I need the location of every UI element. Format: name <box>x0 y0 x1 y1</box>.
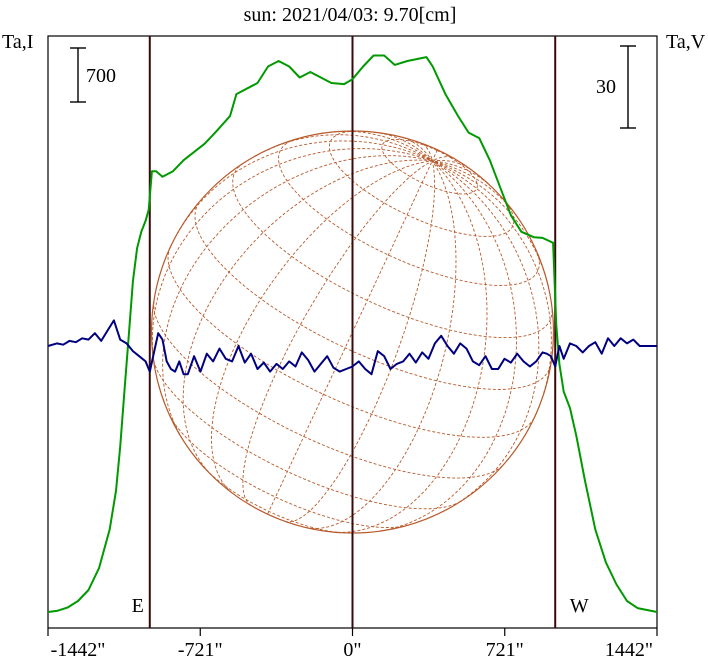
limb-label-west: W <box>570 595 589 617</box>
x-tick-label: -721" <box>178 639 223 661</box>
left-scale-bar <box>70 47 86 103</box>
left-scale-value: 700 <box>86 65 116 87</box>
longitude-line <box>267 160 433 515</box>
longitude-line <box>337 160 488 533</box>
longitude-line <box>162 155 433 439</box>
x-tick-label: 1442" <box>605 639 653 661</box>
latitude-line <box>194 202 551 390</box>
x-tick-label: 0" <box>343 639 361 661</box>
limb-label-east: E <box>132 595 144 617</box>
longitude-line <box>422 143 433 161</box>
longitude-line <box>432 160 469 169</box>
solar-disk-grid <box>150 130 555 534</box>
latitude-line <box>278 138 540 286</box>
right-axis-label: Ta,V <box>666 31 706 53</box>
stokes-i-line <box>47 54 658 613</box>
reference-lines <box>148 36 557 628</box>
longitude-line <box>380 160 517 532</box>
latitude-line <box>167 246 536 438</box>
longitude-line <box>182 159 433 473</box>
latitude-line <box>153 300 505 479</box>
x-axis-ticks: -1442" -721" 0" 721" 1442" <box>47 628 658 661</box>
longitude-line <box>432 160 549 285</box>
right-scale-value: 30 <box>596 76 616 98</box>
latitude-line <box>205 469 342 534</box>
longitude-line <box>151 148 433 370</box>
longitude-line <box>432 160 552 418</box>
latitude-line <box>153 360 459 510</box>
x-tick-label: 721" <box>486 639 524 661</box>
longitude-line <box>284 160 435 523</box>
longitude-line <box>432 160 492 188</box>
right-scale-bar <box>620 45 636 129</box>
x-tick-label: -1442" <box>51 639 106 661</box>
series-group <box>47 54 658 613</box>
left-axis-label: Ta,I <box>2 31 33 53</box>
longitude-line <box>432 160 540 508</box>
longitude-line <box>332 130 433 162</box>
chart-title: sun: 2021/04/03: 9.70[cm] <box>244 4 457 26</box>
longitude-line <box>374 131 433 162</box>
longitude-line <box>242 160 433 506</box>
latitude-line <box>328 130 515 237</box>
longitude-line <box>306 160 457 529</box>
longitude-line <box>431 149 438 161</box>
stokes-v-line <box>47 319 657 376</box>
longitude-line <box>403 137 433 162</box>
longitude-line <box>211 160 433 494</box>
longitude-line <box>169 140 433 248</box>
longitude-line <box>262 134 433 162</box>
latitude-line <box>232 162 553 339</box>
longitude-line <box>432 156 452 162</box>
